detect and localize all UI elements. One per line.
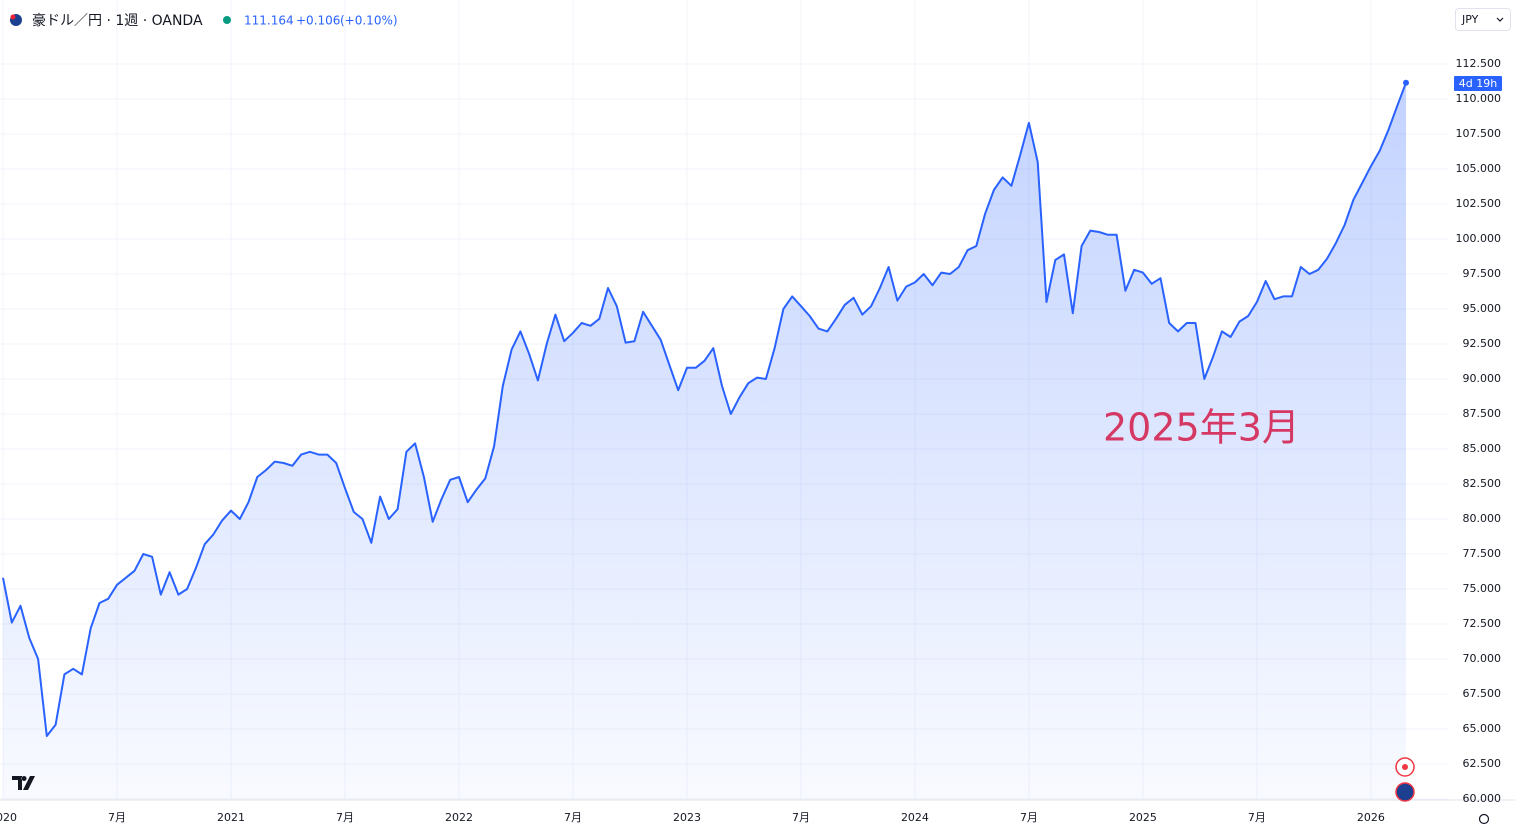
y-tick-label: 65.000 — [1463, 722, 1502, 735]
y-tick-label: 105.000 — [1456, 162, 1502, 175]
y-tick-label: 62.500 — [1463, 757, 1502, 770]
y-tick-label: 72.500 — [1463, 617, 1502, 630]
x-tick-label: 2024 — [901, 811, 929, 824]
x-tick-label: 2020 — [0, 811, 17, 824]
y-tick-label: 112.500 — [1456, 57, 1502, 70]
y-tick-label: 75.000 — [1463, 582, 1502, 595]
x-tick-label: 7月 — [1020, 811, 1038, 824]
plot — [2, 79, 1409, 799]
y-tick-label: 77.500 — [1463, 547, 1502, 560]
y-tick-label: 107.500 — [1456, 127, 1502, 140]
x-tick-label: 2022 — [445, 811, 473, 824]
y-tick-label: 102.500 — [1456, 197, 1502, 210]
price-change: +0.106 — [296, 14, 340, 28]
price-line — [2, 82, 1407, 737]
price-change-pct: (+0.10%) — [340, 14, 398, 28]
event-icon[interactable] — [1395, 782, 1415, 802]
y-tick-label: 95.000 — [1463, 302, 1502, 315]
y-tick-label: 97.500 — [1463, 267, 1502, 280]
y-tick-label: 67.500 — [1463, 687, 1502, 700]
logo — [12, 776, 35, 790]
y-tick-label: 87.500 — [1463, 407, 1502, 420]
y-tick-label: 85.000 — [1463, 442, 1502, 455]
x-tick-label: 7月 — [564, 811, 582, 824]
y-tick-label: 110.000 — [1456, 92, 1502, 105]
x-tick-label: 7月 — [1248, 811, 1266, 824]
y-tick-label: 100.000 — [1456, 232, 1502, 245]
x-tick-label: 2026 — [1357, 811, 1385, 824]
alert-icon-dot — [1402, 764, 1408, 770]
x-tick-label: 2023 — [673, 811, 701, 824]
last-point — [1403, 79, 1409, 86]
countdown-badge — [1454, 76, 1502, 91]
last-price: 111.164 — [244, 14, 294, 28]
currency-label: JPY — [1461, 13, 1479, 26]
x-tick-label: 7月 — [792, 811, 810, 824]
x-tick-label: 2021 — [217, 811, 245, 824]
y-tick-label: 70.000 — [1463, 652, 1502, 665]
y-tick-label: 82.500 — [1463, 477, 1502, 490]
x-tick-label: 7月 — [336, 811, 354, 824]
flag-icon-accent — [10, 14, 16, 20]
y-tick-label: 80.000 — [1463, 512, 1502, 525]
x-tick-label: 7月 — [108, 811, 126, 824]
x-tick-label: 2025 — [1129, 811, 1157, 824]
countdown-label: 4d 19h — [1459, 77, 1497, 90]
currency-dropdown[interactable] — [1455, 8, 1511, 31]
y-tick-label: 92.500 — [1463, 337, 1502, 350]
market-status — [223, 16, 231, 24]
dropdown-arrow — [1496, 17, 1504, 22]
y-tick-label: 60.000 — [1463, 792, 1502, 805]
y-tick-label: 90.000 — [1463, 372, 1502, 385]
annotation: 2025年3月 — [1103, 406, 1300, 450]
symbol-title: 豪ドル／円 · 1週 · OANDA — [32, 13, 203, 29]
settings-icon[interactable] — [1478, 813, 1490, 825]
